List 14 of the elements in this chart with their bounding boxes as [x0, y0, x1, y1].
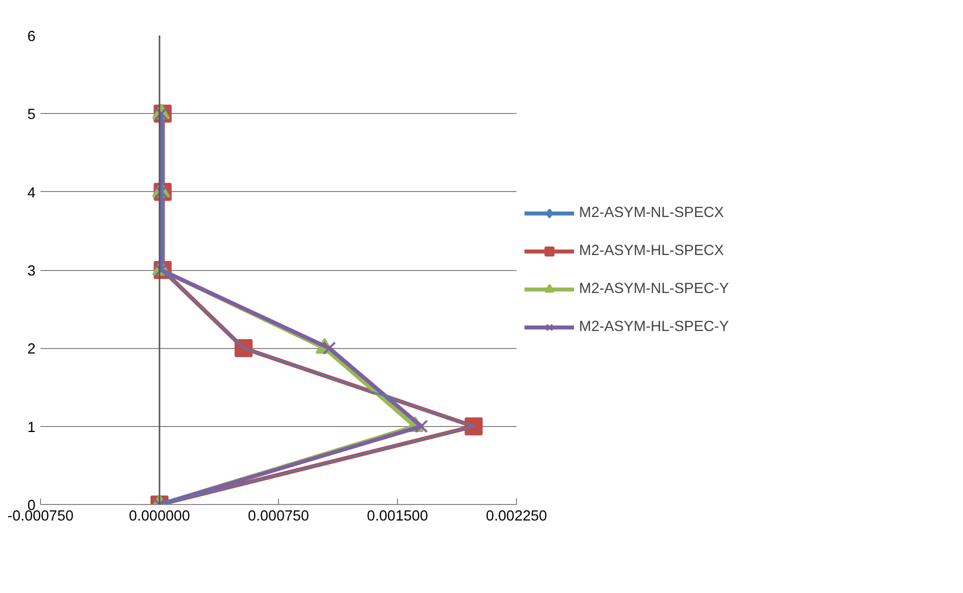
y-tick-label: 1: [27, 420, 36, 436]
x-tick-label: 0.000750: [248, 508, 310, 524]
legend-label: M2-ASYM-HL-SPECX: [579, 242, 724, 258]
legend-label: M2-ASYM-NL-SPECX: [579, 204, 724, 220]
x-tick-label: 0.001500: [366, 508, 428, 524]
y-tick-label: 6: [27, 29, 36, 45]
y-tick-label: 5: [27, 107, 36, 124]
legend-label: M2-ASYM-NL-SPEC-Y: [579, 280, 729, 296]
y-tick-label: 3: [27, 264, 36, 280]
y-tick-label: 2: [27, 342, 36, 358]
x-tick-label: 0.002250: [486, 508, 548, 524]
y-tick-label: 4: [27, 185, 36, 202]
legend-label: M2-ASYM-HL-SPEC-Y: [579, 318, 729, 334]
x-tick-label: 0.000000: [128, 508, 190, 524]
